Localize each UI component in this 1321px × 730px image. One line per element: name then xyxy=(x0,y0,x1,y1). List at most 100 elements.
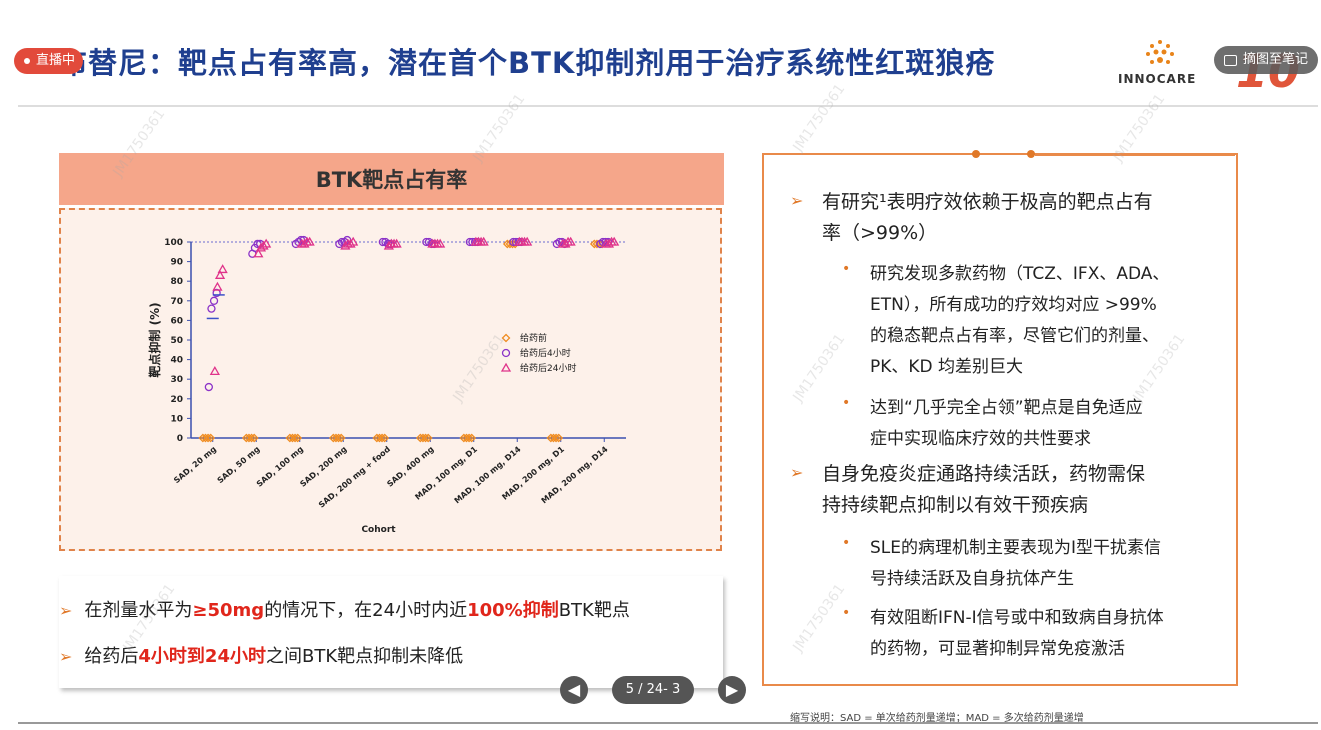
connector-dot-icon xyxy=(972,150,980,158)
y-tick-label: 20 xyxy=(170,395,183,405)
arrow-bullet-icon: ➢ xyxy=(59,601,73,620)
post-24h-point xyxy=(209,366,220,376)
legend-label: 给药前 xyxy=(520,332,547,344)
y-tick-label: 50 xyxy=(170,336,183,346)
rationale-box: ➢ 有研究¹表明疗效依赖于极高的靶点占有 率（>99%） • 研究发现多款药物（… xyxy=(762,150,1238,686)
finding-1-d: 100%抑制 xyxy=(467,600,559,621)
post-4h-point xyxy=(422,237,431,247)
predose-point xyxy=(377,433,387,443)
y-tick-label: 0 xyxy=(177,434,183,444)
predose-point xyxy=(554,433,564,443)
prev-slide-button[interactable]: ◀ xyxy=(560,676,588,704)
y-tick-label: 60 xyxy=(170,316,183,326)
connector-line xyxy=(1035,154,1235,156)
chart-box: 0 10 20 30 40 50 60 70 80 90 100 靶点抑制 (%) SAD, 20 mg… xyxy=(59,208,722,551)
legend-label: 给药后4小时 xyxy=(520,347,571,359)
predose-point xyxy=(334,433,343,443)
title-divider xyxy=(18,105,1318,107)
finding-1-a: 在剂量水平为 xyxy=(84,600,193,621)
dot-bullet-icon: • xyxy=(842,261,851,277)
post-24h-point xyxy=(217,264,228,274)
save-to-notes-label: 摘图至笔记 xyxy=(1242,52,1308,67)
post-24h-point xyxy=(214,270,226,279)
y-tick-label: 100 xyxy=(164,238,183,248)
abbreviation-footnote: 缩写说明：SAD = 单次给药剂量递增；MAD = 多次给药剂量递增 xyxy=(790,713,1084,724)
finding-2-b: 4小时到24小时 xyxy=(138,646,266,667)
dot-bullet-icon: • xyxy=(842,395,851,411)
point-1b-line-1: 达到“几乎完全占领”靶点是自免适应 xyxy=(870,398,1143,418)
post-24h-point xyxy=(391,238,402,248)
note-icon xyxy=(1223,54,1237,66)
predose-point xyxy=(467,433,477,443)
slide-title: 布替尼：靶点占有率高，潜在首个BTK抑制剂用于治疗系统性红斑狼疮 xyxy=(58,46,996,80)
dot-bullet-icon: • xyxy=(842,535,851,551)
predose-point xyxy=(293,433,303,443)
slide-pager: ◀ 5 / 24- 3 ▶ xyxy=(560,674,746,706)
point-2b-line-1: 有效阻断IFN-I信号或中和致病自身抗体 xyxy=(870,608,1164,628)
arrow-bullet-icon: ➢ xyxy=(790,191,804,210)
x-tick-label: SAD, 20 mg xyxy=(172,444,218,485)
predose-point xyxy=(247,433,256,443)
occupancy-chart: 0 10 20 30 40 50 60 70 80 90 100 靶点抑制 (%) SAD, 20 mg… xyxy=(147,235,626,535)
point-1a-line-4: PK、KD 均差别巨大 xyxy=(870,357,1024,377)
finding-1-e: BTK靶点 xyxy=(558,600,630,621)
live-badge-label: 直播中 xyxy=(36,53,76,68)
x-tick-label: SAD, 50 mg xyxy=(216,444,262,485)
finding-1-c: 的情况下，在24小时内近 xyxy=(264,600,468,621)
point-1a-line-3: 的稳态靶点占有率，尽管它们的剂量、 xyxy=(870,326,1159,346)
predose-point xyxy=(551,433,561,443)
legend-label: 给药后24小时 xyxy=(520,362,576,374)
post-24h-point xyxy=(500,362,512,372)
post-24h-point xyxy=(565,236,576,246)
predose-point xyxy=(206,433,216,443)
dot-bullet-icon: • xyxy=(842,605,851,621)
live-badge[interactable]: 直播中 xyxy=(14,48,84,74)
finding-1: ➢ 在剂量水平为≥50mg的情况下，在24小时内近100%抑制BTK靶点 xyxy=(59,596,630,622)
post-4h-point xyxy=(207,304,216,313)
point-1a-line-2: ETN），所有成功的疗效均对应 >99% xyxy=(870,295,1157,315)
page-indicator[interactable]: 5 / 24- 3 xyxy=(612,676,694,704)
post-24h-point xyxy=(348,236,359,246)
footer-divider xyxy=(18,722,1318,724)
point-1a-line-1: 研究发现多款药物（TCZ、IFX、ADA、 xyxy=(870,264,1170,284)
predose-point xyxy=(290,433,300,443)
finding-2-a: 给药后 xyxy=(84,646,139,667)
y-tick-label: 90 xyxy=(170,258,183,268)
post-4h-point xyxy=(501,348,511,358)
y-axis-label: 靶点抑制 (%) xyxy=(147,302,162,377)
predose-point xyxy=(380,433,390,443)
arrow-bullet-icon: ➢ xyxy=(59,647,73,666)
post-24h-point xyxy=(258,240,269,250)
post-24h-point xyxy=(345,238,356,248)
x-tick-label: SAD, 200 mg + food xyxy=(317,444,392,509)
point-1-line-1: 有研究¹表明疗效依赖于极高的靶点占有 xyxy=(822,191,1153,213)
connector-dot-icon xyxy=(1027,150,1035,158)
post-24h-point xyxy=(304,236,315,246)
logo-text: INNOCARE xyxy=(1118,72,1197,86)
arrow-bullet-icon: ➢ xyxy=(790,463,804,482)
x-axis-label: Cohort xyxy=(361,525,396,535)
predose-point xyxy=(336,433,346,443)
post-24h-point xyxy=(478,236,489,246)
finding-2: ➢ 给药后4小时到24小时之间BTK靶点抑制未降低 xyxy=(59,642,463,668)
predose-point xyxy=(203,433,213,443)
predose-point xyxy=(249,433,259,443)
y-tick-label: 80 xyxy=(170,277,183,287)
post-24h-point xyxy=(609,236,620,246)
y-tick-label: 30 xyxy=(170,375,183,385)
point-2a-line-2: 号持续活跃及自身抗体产生 xyxy=(870,569,1074,589)
post-24h-point xyxy=(522,236,533,246)
y-tick-label: 10 xyxy=(170,414,183,424)
post-24h-point xyxy=(435,238,446,248)
post-24h-point xyxy=(212,281,223,291)
point-1b-line-2: 症中实现临床疗效的共性要求 xyxy=(870,429,1091,449)
point-2-line-1: 自身免疫炎症通路持续活跃，药物需保 xyxy=(822,463,1146,485)
predose-point xyxy=(464,433,474,443)
post-24h-point xyxy=(261,238,272,248)
predose-point xyxy=(421,433,430,443)
save-to-notes-button[interactable]: 摘图至笔记 xyxy=(1214,46,1318,74)
finding-2-c: 之间BTK靶点抑制未降低 xyxy=(265,646,464,667)
next-slide-button[interactable]: ▶ xyxy=(718,676,746,704)
finding-1-b: ≥50mg xyxy=(192,600,265,621)
